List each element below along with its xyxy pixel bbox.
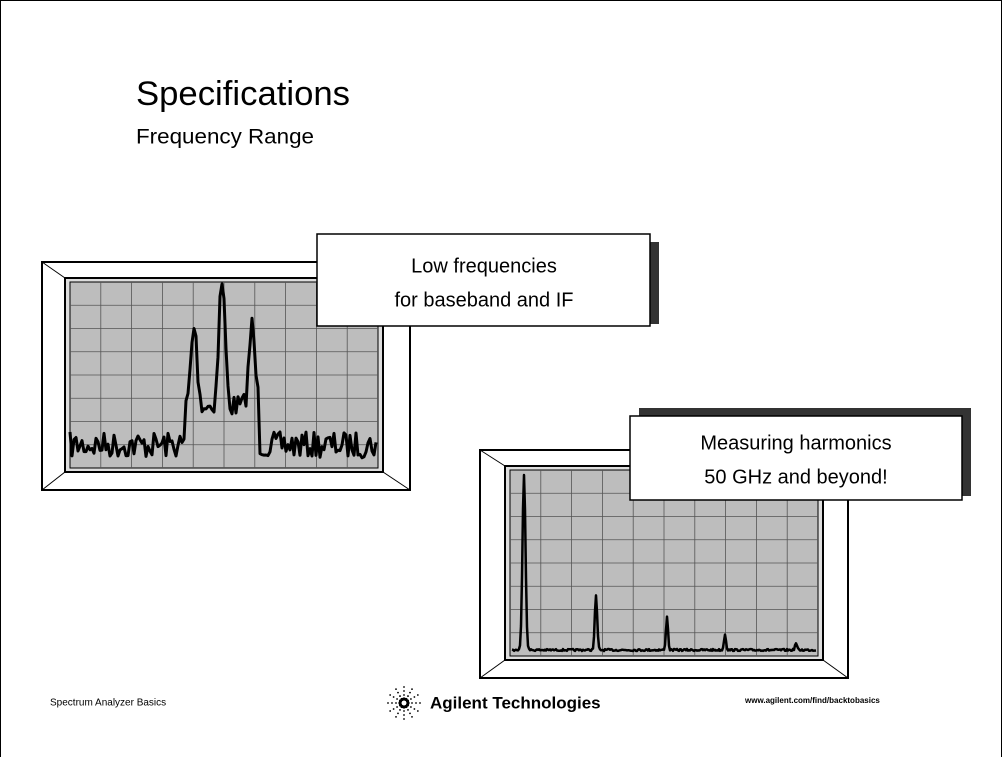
logo-dot (395, 702, 397, 704)
logo-dot (411, 688, 413, 691)
logo-dot (392, 696, 395, 698)
logo-dot (403, 714, 405, 716)
callout-text: Measuring harmonics (700, 432, 891, 454)
logo-mark (387, 686, 421, 720)
logo-dot (403, 686, 405, 688)
logo-dot (413, 708, 416, 710)
callout-1: Low frequencies for baseband and IF (316, 233, 659, 327)
logo-dot (409, 691, 411, 694)
logo-dot (397, 712, 399, 715)
logo-dot (397, 691, 399, 694)
trace (68, 282, 378, 460)
logo-dot (399, 709, 401, 711)
logo-dot (395, 688, 397, 691)
logo-dot (407, 709, 409, 711)
logo-dot (409, 712, 411, 715)
logo-dot (396, 706, 398, 708)
logo-dot (416, 694, 419, 696)
logo-dot (411, 702, 413, 704)
title: Specifications (136, 75, 350, 113)
logo-dot (392, 708, 395, 710)
logo-dot (389, 710, 392, 712)
logo-dot (389, 694, 392, 696)
logo-dot (410, 698, 412, 700)
subtitle: Frequency Range (136, 126, 314, 149)
callout-2: Measuring harmonics 50 GHz and beyond! (629, 408, 971, 501)
logo-dot (419, 702, 421, 704)
logo-dot (403, 690, 405, 692)
logo-dot (415, 702, 417, 704)
logo-text: Agilent Technologies (430, 693, 601, 712)
logo-dot (403, 718, 405, 720)
logo-dot (416, 710, 419, 712)
logo-dot (407, 695, 409, 697)
callout-text: Low frequencies (411, 255, 557, 277)
footer-url: www.agilent.com/find/backtobasics (744, 696, 880, 705)
logo-dot (403, 694, 405, 696)
logo-dot (399, 695, 401, 697)
logo-dot (395, 715, 397, 718)
logo-dot (411, 715, 413, 718)
logo-dot (405, 699, 410, 703)
callout-text: 50 GHz and beyond! (704, 466, 887, 488)
callout-text: for baseband and IF (394, 289, 573, 311)
logo-dot (396, 698, 398, 700)
logo-dot (387, 702, 389, 704)
footer-left: Spectrum Analyzer Basics (50, 698, 166, 709)
logo-dot (410, 706, 412, 708)
trace (511, 473, 817, 653)
logo-dot (413, 696, 416, 698)
logo-dot (403, 710, 405, 712)
logo-dot (391, 702, 393, 704)
